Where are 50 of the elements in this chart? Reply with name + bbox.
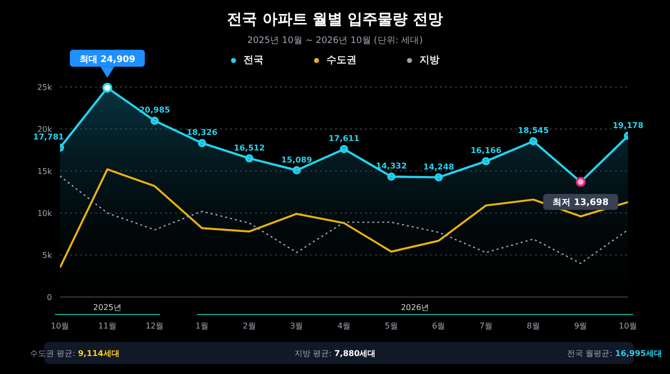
text: 2025년 <box>55 302 160 315</box>
point <box>387 172 396 181</box>
x-tick-label: 10월 <box>618 322 638 331</box>
data-label: 14,248 <box>423 162 455 172</box>
text: 지방 평균: 7,880세대 <box>294 349 376 358</box>
point <box>245 154 254 162</box>
data-label: 19,178 <box>612 120 644 130</box>
y-tick-label: 10k <box>37 208 52 218</box>
point <box>482 157 490 166</box>
legend-label: 지방 <box>418 54 440 68</box>
x-tick-label: 4월 <box>337 322 351 331</box>
annotation: 최저 13,698 <box>552 198 609 208</box>
x-tick-label: 11월 <box>98 322 116 331</box>
x-tick-label: 12월 <box>146 322 164 331</box>
point <box>150 116 159 125</box>
legend-label: 수도권 <box>326 54 356 68</box>
chart-title: 전국 아파트 월별 입주물량 전망 <box>226 9 444 29</box>
y-tick-label: 15k <box>37 166 52 176</box>
y-tick-label: 20k <box>37 124 52 134</box>
chart-subtitle: 2025년 10월 ~ 2026년 10월 (단위: 세대) <box>246 35 424 47</box>
y-tick-label: 5k <box>42 250 52 260</box>
x-tick-label: 5월 <box>384 322 398 331</box>
x-tick-label: 3월 <box>290 322 304 331</box>
x-tick-label: 10월 <box>50 322 70 331</box>
data-label: 15,089 <box>281 155 313 164</box>
x-tick-label: 2월 <box>242 322 256 331</box>
data-label: 16,166 <box>470 146 502 156</box>
point <box>340 144 348 154</box>
data-label: 18,545 <box>518 126 550 136</box>
point <box>198 138 206 148</box>
x-tick-label: 7월 <box>479 322 493 331</box>
data-label: 18,326 <box>186 128 218 138</box>
text: 전국 월평균: 16,995세대 <box>567 348 662 359</box>
text: 수도권 평균: 9,114세대 <box>30 348 120 359</box>
point <box>292 166 301 174</box>
data-label: 14,332 <box>376 162 407 171</box>
legend-label: 전국 <box>242 54 264 68</box>
data-label: 16,512 <box>234 143 265 152</box>
point <box>529 137 538 146</box>
x-tick-label: 1월 <box>195 322 209 331</box>
y-tick-label: 25k <box>37 82 52 92</box>
y-tick-label: 0 <box>46 292 52 302</box>
text: 2026년 <box>197 302 633 315</box>
x-tick-label: 9월 <box>574 322 588 331</box>
x-tick-label: 8월 <box>526 322 540 331</box>
x-tick-label: 6월 <box>432 322 446 331</box>
data-label: 17,611 <box>328 134 360 144</box>
annotation: 최대 24,909 <box>79 54 136 65</box>
point <box>434 173 443 182</box>
data-label: 17,781 <box>33 132 64 142</box>
